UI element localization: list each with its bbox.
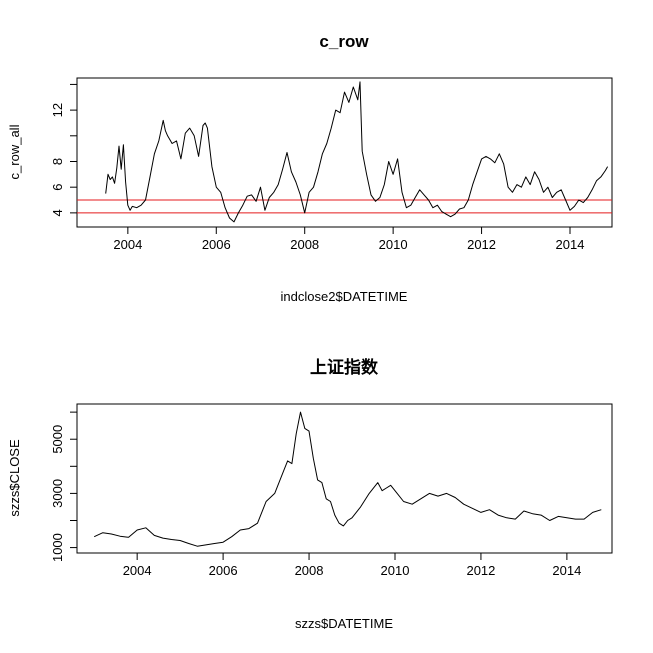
x-tick-label: 2004: [113, 237, 142, 252]
plot-marks: [93, 411, 602, 547]
x-axis-label: indclose2$DATETIME: [281, 289, 408, 304]
x-axis: 2004 2006 2008 2010 2012 2014: [113, 227, 584, 252]
plot-frame: [76, 403, 613, 554]
y-tick-label: 5000: [50, 425, 65, 454]
x-tick-label: 2006: [209, 563, 238, 578]
y-axis: 1000 3000 5000: [50, 411, 77, 562]
chart-panel-szzs: 上证指数 2004 2006 2008 2010 2012 2014 1000 3000 50…: [7, 357, 613, 631]
x-tick-label: 2004: [123, 563, 152, 578]
chart-title: c_row: [319, 32, 369, 51]
x-tick-label: 2008: [290, 237, 319, 252]
x-axis: 2004 2006 2008 2010 2012 2014: [123, 553, 581, 578]
chart-panel-c-row: c_row 2004 2006 2008 2010 2012 2014 4 6 8 12 ind…: [7, 32, 613, 304]
x-tick-label: 2010: [379, 237, 408, 252]
chart-title: 上证指数: [310, 357, 379, 377]
y-tick-label: 12: [50, 103, 65, 117]
x-tick-label: 2014: [556, 237, 585, 252]
x-tick-label: 2010: [381, 563, 410, 578]
x-tick-label: 2008: [295, 563, 324, 578]
plot-frame: [76, 77, 613, 228]
plot-marks: [77, 81, 612, 223]
y-tick-label: 4: [50, 209, 65, 216]
y-axis-label: szzs$CLOSE: [7, 439, 22, 517]
x-axis-label: szzs$DATETIME: [295, 616, 393, 631]
y-tick-label: 8: [50, 158, 65, 165]
y-tick-label: 6: [50, 184, 65, 191]
y-tick-label: 1000: [50, 533, 65, 562]
y-tick-label: 3000: [50, 479, 65, 508]
y-axis-label: c_row_all: [7, 124, 22, 179]
x-tick-label: 2012: [466, 563, 495, 578]
series-line: [105, 81, 609, 223]
y-axis: 4 6 8 12: [50, 83, 77, 216]
x-tick-label: 2012: [467, 237, 496, 252]
x-tick-label: 2006: [202, 237, 231, 252]
series-line: [93, 411, 602, 547]
x-tick-label: 2014: [552, 563, 581, 578]
